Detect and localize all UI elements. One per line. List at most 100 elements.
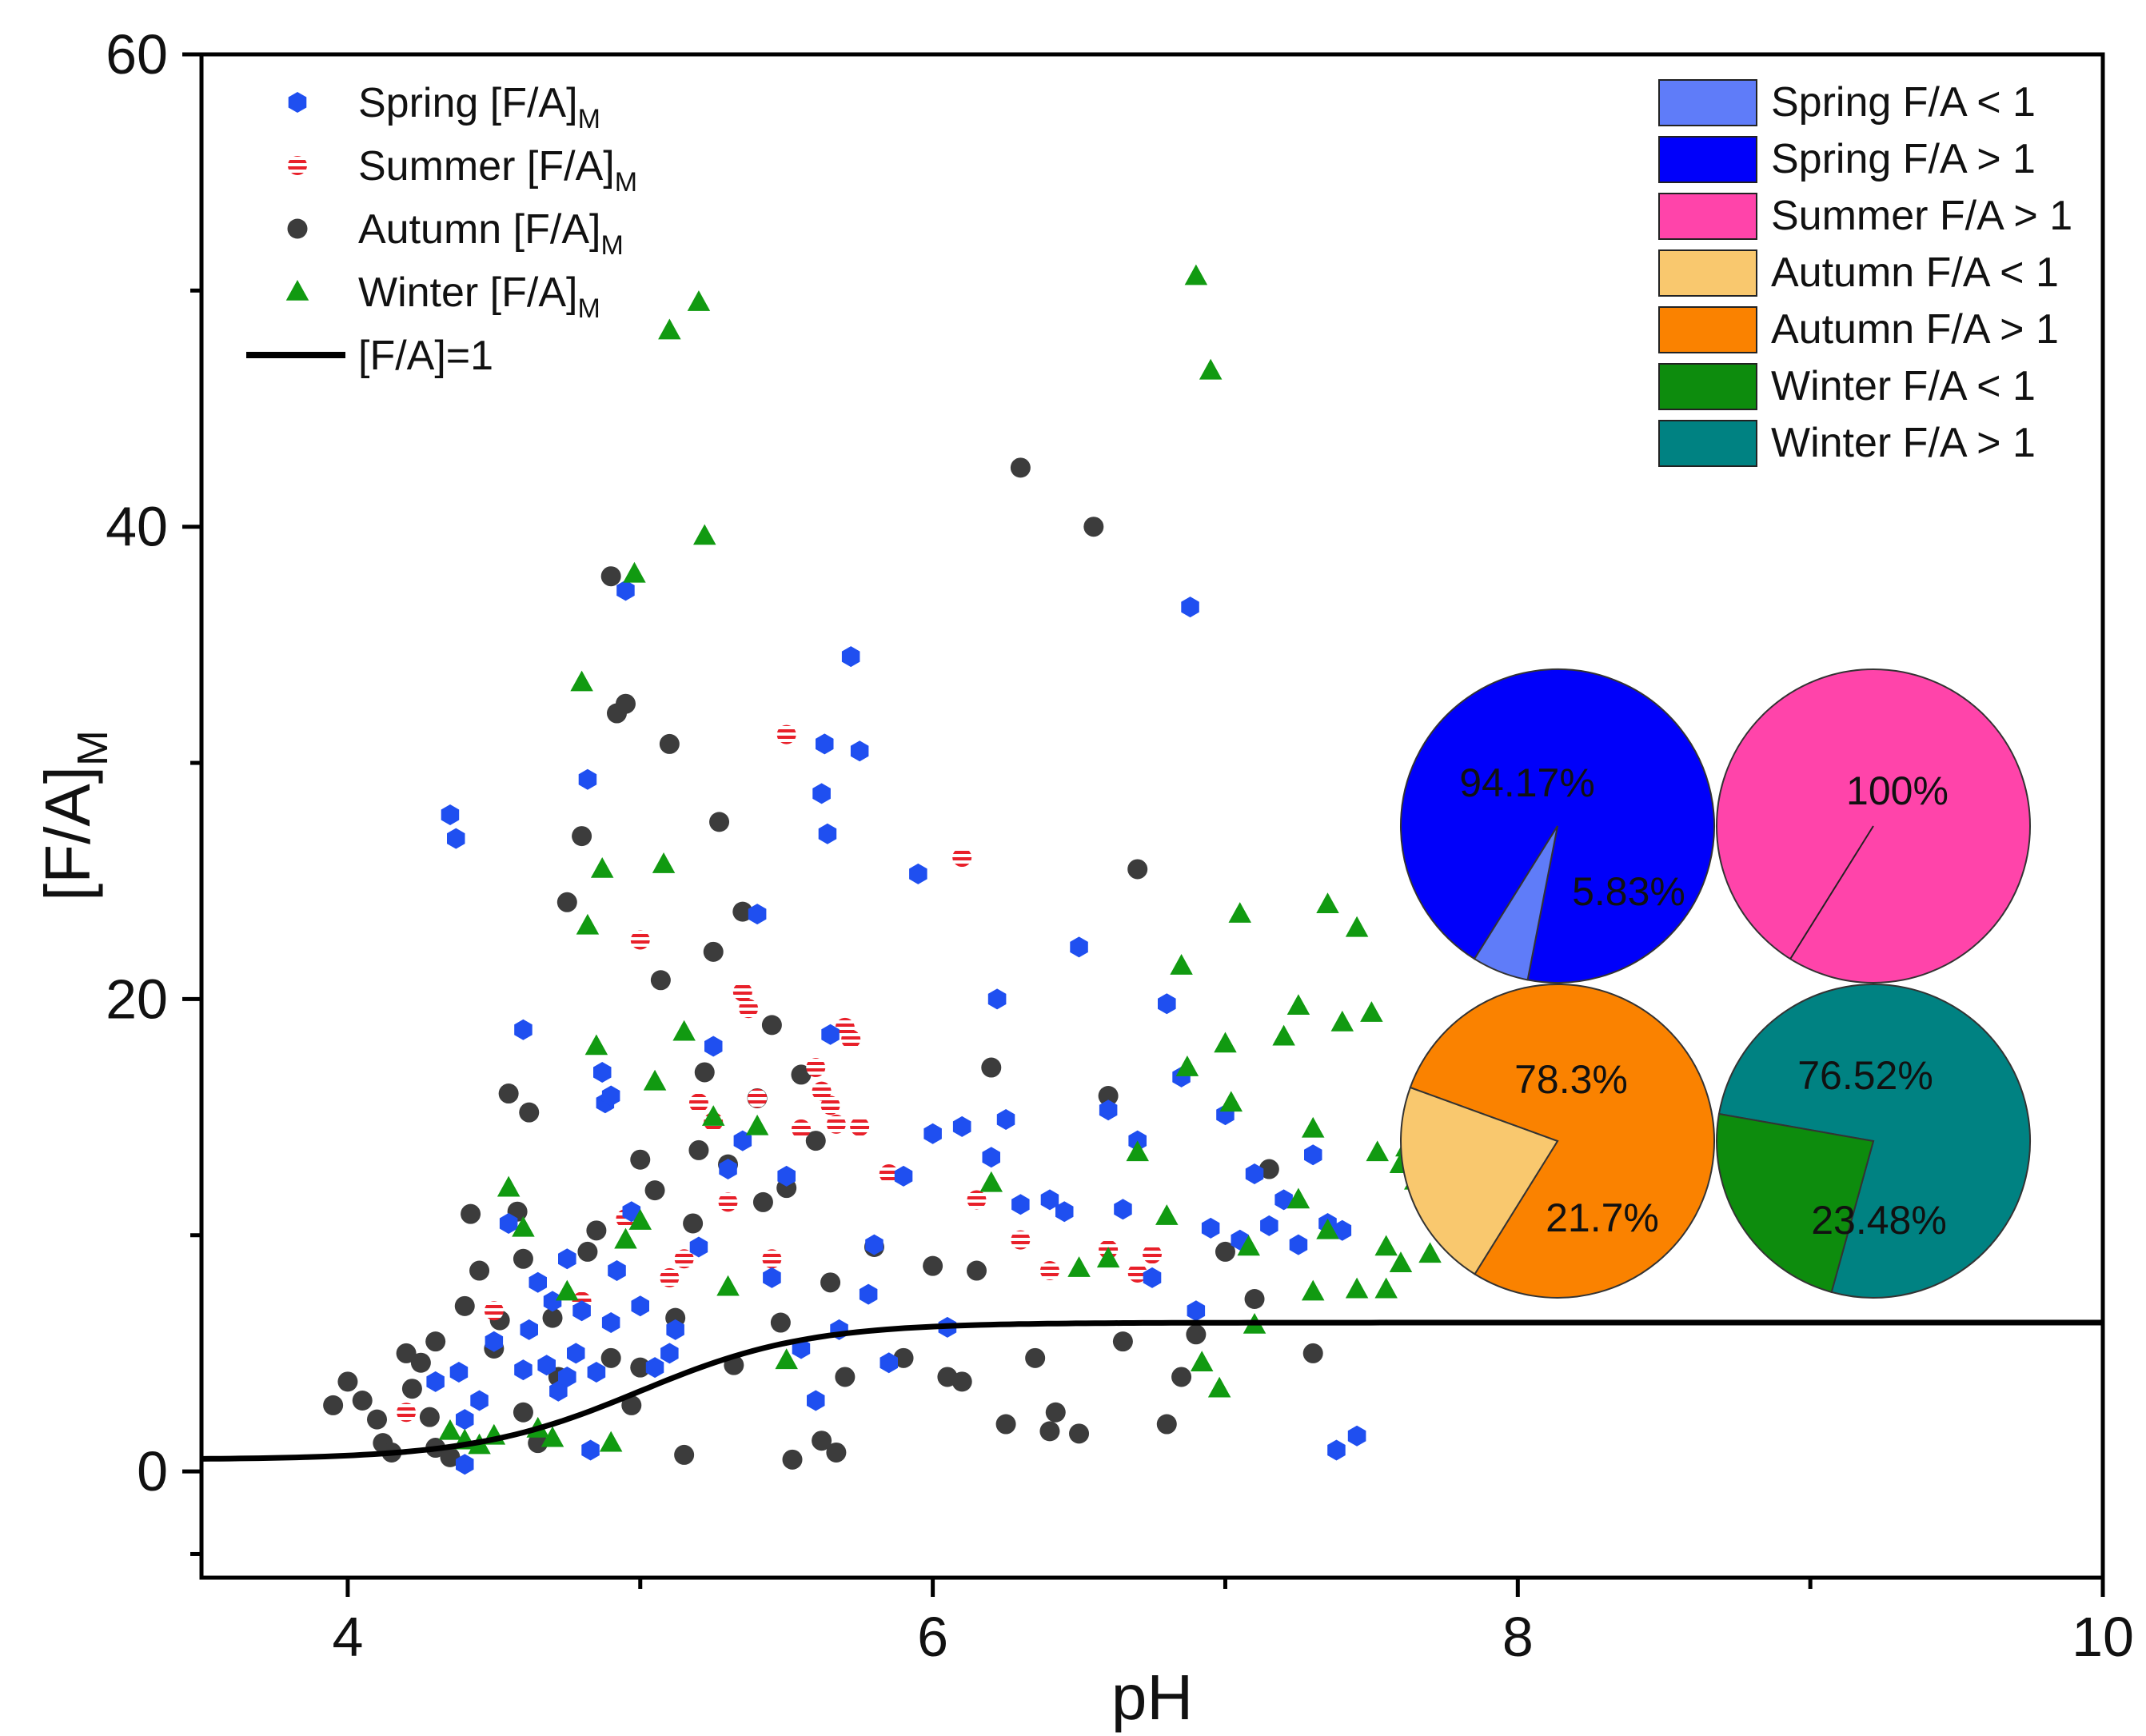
- data-point: [587, 1362, 606, 1383]
- pie-legend-swatch: [1658, 306, 1757, 353]
- pie-legend-label: Autumn F/A > 1: [1771, 306, 2059, 353]
- data-point: [454, 1295, 475, 1316]
- data-point: [514, 1359, 533, 1381]
- data-point: [556, 1279, 579, 1301]
- data-point: [982, 1147, 1000, 1168]
- data-point: [549, 1380, 568, 1402]
- pie-slice: [1473, 825, 1558, 981]
- data-point: [807, 1390, 825, 1411]
- data-point: [806, 1058, 826, 1078]
- series-circle: [323, 457, 1323, 1470]
- data-point: [513, 1248, 533, 1269]
- pie-slice: [1400, 1086, 1559, 1275]
- data-point: [826, 1442, 847, 1463]
- data-point: [1301, 1279, 1325, 1301]
- data-point: [1187, 1300, 1206, 1322]
- pie-label: 76.52%: [1797, 1053, 1933, 1098]
- pie-legend-label: Winter F/A > 1: [1771, 420, 2036, 466]
- data-point: [621, 1395, 642, 1415]
- data-point: [704, 1036, 723, 1057]
- data-point: [703, 941, 724, 962]
- data-point: [512, 1215, 535, 1237]
- data-point: [440, 1447, 461, 1467]
- series-hexagon: [426, 580, 1366, 1475]
- data-point: [1126, 1140, 1149, 1162]
- data-point: [1190, 1351, 1214, 1372]
- data-point: [499, 1213, 518, 1234]
- pie-legend: Spring F/A < 1 Spring F/A > 1 Summer F/A >…: [1658, 79, 2072, 467]
- legend-marker: [288, 92, 307, 113]
- data-point: [1112, 1331, 1133, 1352]
- pie-legend-label: Autumn F/A < 1: [1771, 249, 2059, 296]
- data-point: [1345, 916, 1369, 937]
- data-point: [426, 1371, 445, 1392]
- legend-label: Winter [F/A]M: [358, 269, 600, 324]
- data-point: [567, 1343, 585, 1364]
- data-point: [529, 1271, 547, 1293]
- data-point: [739, 999, 759, 1019]
- data-point: [820, 1272, 841, 1293]
- data-point: [805, 1131, 826, 1151]
- data-point: [689, 1236, 708, 1258]
- data-point: [1244, 1288, 1265, 1309]
- data-point: [337, 1371, 358, 1392]
- data-point: [581, 1439, 600, 1461]
- data-point: [732, 982, 752, 1002]
- pie-label: 94.17%: [1459, 760, 1595, 805]
- data-point: [748, 904, 767, 925]
- data-point: [608, 1260, 626, 1281]
- data-point: [812, 1081, 832, 1101]
- data-point: [528, 1433, 548, 1454]
- pie-legend-label: Spring F/A < 1: [1771, 79, 2036, 126]
- legend-item: Summer [F/A]M: [288, 143, 637, 198]
- data-point: [1158, 993, 1176, 1015]
- data-point: [674, 1444, 695, 1465]
- data-point: [1366, 1140, 1389, 1162]
- data-point: [461, 1203, 481, 1224]
- data-point: [850, 1116, 870, 1136]
- data-point: [880, 1352, 898, 1374]
- pie-label: 21.7%: [1546, 1195, 1659, 1240]
- data-point: [718, 1192, 738, 1212]
- data-point: [812, 1431, 832, 1451]
- pie-label: 100%: [1846, 768, 1949, 813]
- data-point: [835, 1367, 856, 1387]
- data-point: [1214, 1032, 1237, 1053]
- data-point: [1316, 1218, 1339, 1239]
- data-point: [519, 1102, 540, 1123]
- data-point: [485, 1331, 504, 1352]
- pie-legend-item: Spring F/A > 1: [1658, 136, 2036, 183]
- data-point: [540, 1426, 564, 1447]
- series-legend: Spring [F/A]M Summer [F/A]M Autumn [F/A]M W…: [246, 80, 637, 379]
- data-point: [660, 1343, 679, 1364]
- data-point: [1184, 264, 1208, 285]
- pie-legend-label: Winter F/A < 1: [1771, 363, 2036, 409]
- data-point: [631, 1295, 649, 1317]
- data-point: [709, 812, 730, 832]
- pie-autumn: 78.3% 21.7%: [1400, 984, 1716, 1299]
- pie-label: 5.83%: [1572, 869, 1685, 914]
- data-point: [693, 524, 716, 545]
- data-point: [1083, 517, 1104, 537]
- data-point: [1219, 1091, 1243, 1112]
- data-point: [410, 1352, 431, 1373]
- data-point: [687, 290, 711, 311]
- data-point: [1045, 1402, 1066, 1423]
- data-point: [558, 1248, 576, 1270]
- data-point: [688, 1093, 708, 1113]
- data-point: [1215, 1241, 1235, 1262]
- x-tick-label: 8: [1502, 1606, 1534, 1668]
- data-point: [556, 892, 577, 912]
- data-point: [923, 1123, 942, 1144]
- data-point: [1011, 1194, 1030, 1215]
- x-tick-label: 6: [917, 1606, 948, 1668]
- data-point: [367, 1409, 388, 1430]
- legend-item: Spring [F/A]M: [288, 80, 600, 134]
- data-point: [577, 1241, 598, 1262]
- data-point: [1127, 1263, 1147, 1283]
- pie-legend-label: Spring F/A > 1: [1771, 136, 2036, 182]
- data-point: [601, 1085, 620, 1107]
- data-point: [1175, 1056, 1199, 1076]
- data-point: [352, 1390, 373, 1411]
- data-point: [716, 1275, 740, 1296]
